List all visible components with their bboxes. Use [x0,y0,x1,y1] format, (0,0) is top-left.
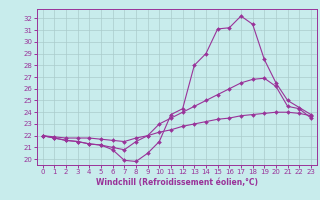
X-axis label: Windchill (Refroidissement éolien,°C): Windchill (Refroidissement éolien,°C) [96,178,258,187]
